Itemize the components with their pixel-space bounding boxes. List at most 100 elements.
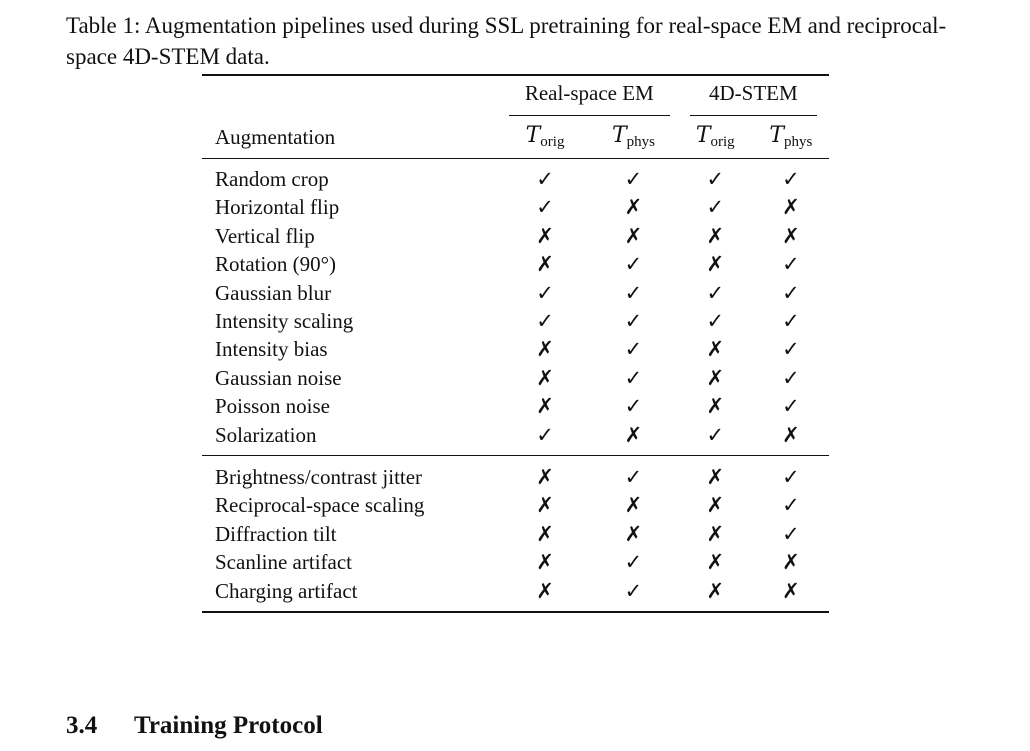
cross-mark: ✗ [536,465,554,490]
group-header-real-space-em: Real-space EM [501,75,678,116]
cross-mark: ✗ [624,422,643,447]
check-mark: ✓ [624,280,643,305]
check-mark: ✓ [536,167,554,191]
subcol-stem-orig: Torig [695,123,735,150]
cross-mark: ✗ [706,465,725,490]
row-label: Solarization [215,422,317,447]
cross-mark: ✗ [624,223,643,248]
row-label: Intensity bias [215,337,328,362]
check-mark: ✓ [782,337,800,362]
check-mark: ✓ [624,337,643,362]
cross-mark: ✗ [536,394,554,419]
check-mark: ✓ [624,309,643,334]
cross-mark: ✗ [706,223,725,248]
table-caption: Table 1: Augmentation pipelines used dur… [66,13,947,69]
check-mark: ✓ [624,365,643,390]
cross-mark: ✗ [536,252,554,277]
cross-mark: ✗ [706,578,725,603]
check-mark: ✓ [782,465,800,490]
subcol-real-phys: Tphys [611,123,655,150]
cross-mark: ✗ [536,223,554,248]
cross-mark: ✗ [536,337,554,362]
cross-mark: ✗ [536,521,554,546]
check-mark: ✓ [782,493,800,518]
check-mark: ✓ [624,550,643,575]
check-mark: ✓ [624,578,643,603]
check-mark: ✓ [624,394,643,419]
row-label: Diffraction tilt [215,521,337,546]
table-row: Brightness/contrast jitter ✗ ✓ ✗ ✓ [202,456,829,492]
group-header-4d-stem: 4D-STEM [678,75,829,116]
check-mark: ✓ [624,465,643,490]
cross-mark: ✗ [782,422,800,447]
cross-mark: ✗ [706,394,725,419]
check-mark: ✓ [536,195,554,220]
check-mark: ✓ [706,167,725,191]
row-label: Gaussian noise [215,365,342,390]
row-label: Scanline artifact [215,550,353,575]
cross-mark: ✗ [706,493,725,518]
cross-mark: ✗ [782,223,800,248]
table-row: Charging artifact ✗ ✓ ✗ ✗ [202,577,829,612]
subcolumn-header-row: Augmentation Torig Tphys Torig Tphys [202,116,829,159]
row-label: Intensity scaling [215,309,354,334]
row-label: Poisson noise [215,394,330,419]
group-header-row: Real-space EM 4D-STEM [202,75,829,116]
check-mark: ✓ [706,309,725,334]
row-label: Brightness/contrast jitter [215,465,423,490]
check-mark: ✓ [706,422,725,447]
table-body-group-2: Brightness/contrast jitter ✗ ✓ ✗ ✓ Reciprocal… [202,455,829,613]
row-label: Horizontal flip [215,195,340,220]
table-row: Poisson noise ✗ ✓ ✗ ✓ [202,392,829,420]
table-row: Rotation (90°) ✗ ✓ ✗ ✓ [202,250,829,278]
cross-mark: ✗ [782,550,800,575]
check-mark: ✓ [624,167,643,191]
row-label: Charging artifact [215,578,358,603]
subcol-real-orig: Torig [525,123,565,150]
check-mark: ✓ [782,521,800,546]
cross-mark: ✗ [536,493,554,518]
augmentation-table-container: Real-space EM 4D-STEM Augmentation Torig… [202,74,829,613]
table-row: Intensity scaling ✓ ✓ ✓ ✓ [202,307,829,335]
cross-mark: ✗ [536,365,554,390]
cross-mark: ✗ [706,252,725,277]
cross-mark: ✗ [782,578,800,603]
table-row: Gaussian noise ✗ ✓ ✗ ✓ [202,364,829,392]
check-mark: ✓ [536,280,554,305]
table-row: Horizontal flip ✓ ✗ ✓ ✗ [202,193,829,221]
cross-mark: ✗ [782,195,800,220]
check-mark: ✓ [782,280,800,305]
section-number: 3.4 [66,712,98,739]
cross-mark: ✗ [536,578,554,603]
cross-mark: ✗ [706,365,725,390]
check-mark: ✓ [624,252,643,277]
check-mark: ✓ [536,422,554,447]
cross-mark: ✗ [624,195,643,220]
table-body-group-1: Random crop ✓ ✓ ✓ ✓ Horizontal flip ✓ ✗ ✓ ✗ Vertic… [202,158,829,456]
check-mark: ✓ [536,309,554,334]
augmentation-table: Real-space EM 4D-STEM Augmentation Torig… [202,74,829,613]
check-mark: ✓ [706,280,725,305]
table-row: Scanline artifact ✗ ✓ ✗ ✗ [202,548,829,576]
cross-mark: ✗ [624,493,643,518]
table-row: Random crop ✓ ✓ ✓ ✓ [202,159,829,194]
check-mark: ✓ [782,309,800,334]
group-header-spacer [202,75,501,116]
table-row: Gaussian blur ✓ ✓ ✓ ✓ [202,279,829,307]
check-mark: ✓ [782,252,800,277]
row-label: Random crop [215,167,329,191]
check-mark: ✓ [782,167,800,191]
row-label: Reciprocal-space scaling [215,493,425,518]
section-heading: 3.4 Training Protocol [66,712,323,740]
cross-mark: ✗ [706,337,725,362]
check-mark: ✓ [782,365,800,390]
row-header-augmentation: Augmentation [215,124,336,149]
row-label: Rotation (90°) [215,252,336,277]
table-row: Reciprocal-space scaling ✗ ✗ ✗ ✓ [202,491,829,519]
table-row: Solarization ✓ ✗ ✓ ✗ [202,421,829,456]
row-label: Vertical flip [215,223,315,248]
cross-mark: ✗ [624,521,643,546]
table-row: Diffraction tilt ✗ ✗ ✗ ✓ [202,520,829,548]
table-row: Intensity bias ✗ ✓ ✗ ✓ [202,335,829,363]
section-title: Training Protocol [134,712,323,739]
